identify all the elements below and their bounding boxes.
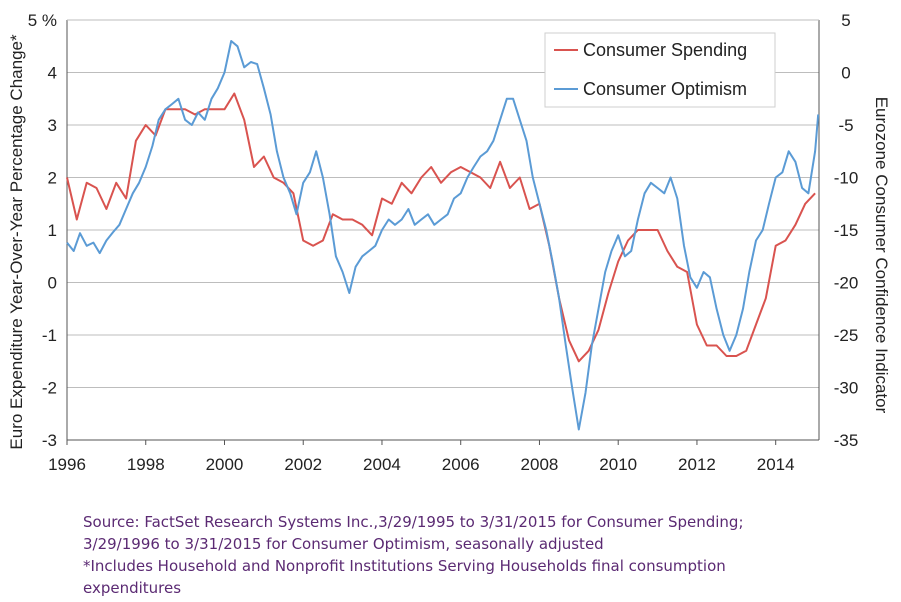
footnote-line-1: *Includes Household and Nonprofit Instit…	[83, 557, 726, 575]
x-tick-label: 2000	[206, 455, 244, 474]
x-tick-label: 2008	[521, 455, 559, 474]
right-tick-label: 5	[841, 11, 850, 30]
left-tick-label: -3	[42, 431, 57, 450]
left-tick-label: 0	[48, 274, 57, 293]
legend: Consumer Spending Consumer Optimism	[544, 32, 776, 108]
legend-label-consumer-optimism: Consumer Optimism	[583, 79, 747, 99]
right-axis-ticks: 5 0 -5 -10 -15 -20 -25 -30 -35	[834, 11, 859, 450]
right-tick-label: -30	[834, 379, 859, 398]
source-note-line-1: Source: FactSet Research Systems Inc.,3/…	[83, 513, 744, 531]
left-tick-label: 2	[48, 169, 57, 188]
left-axis-title: Euro Expenditure Year-Over-Year Percenta…	[7, 34, 26, 450]
gridlines	[67, 72, 819, 388]
right-tick-label: -35	[834, 431, 859, 450]
left-tick-label: 1	[48, 221, 57, 240]
legend-box	[544, 32, 776, 108]
source-note-line-2: 3/29/1996 to 3/31/2015 for Consumer Opti…	[83, 535, 604, 553]
series-lines	[66, 40, 820, 431]
footnotes: Source: FactSet Research Systems Inc.,3/…	[83, 511, 843, 599]
x-tick-label: 2004	[363, 455, 401, 474]
right-axis-title: Eurozone Consumer Confidence Indicator	[872, 97, 891, 414]
x-tick-label: 1996	[48, 455, 86, 474]
x-tick-label: 2002	[284, 455, 322, 474]
x-tick-label: 2006	[442, 455, 480, 474]
x-axis-ticks: 1996 1998 2000 2002 2004 2006 2008 2010 2012 2014	[48, 440, 795, 474]
chart-area: 5 % 4 3 2 1 0 -1 -2 -3 5 0 -5 -10 -15 -20 -25 -30 -35 19…	[7, 11, 891, 474]
right-tick-label: -10	[834, 169, 859, 188]
x-tick-label: 2014	[757, 455, 795, 474]
left-tick-label: -1	[42, 326, 57, 345]
legend-label-consumer-spending: Consumer Spending	[583, 40, 747, 60]
plot-frame	[66, 19, 820, 441]
right-tick-label: -5	[838, 116, 853, 135]
x-tick-label: 2010	[599, 455, 637, 474]
x-tick-label: 2012	[678, 455, 716, 474]
right-tick-label: -20	[834, 274, 859, 293]
right-tick-label: 0	[841, 64, 850, 83]
right-tick-label: -15	[834, 221, 859, 240]
series-line-consumer-spending	[66, 92, 816, 363]
left-axis-ticks: 5 % 4 3 2 1 0 -1 -2 -3	[28, 11, 57, 450]
left-tick-label: -2	[42, 379, 57, 398]
footnote-line-2: expenditures	[83, 579, 182, 597]
series-line-consumer-optimism	[66, 40, 820, 431]
left-tick-label: 4	[48, 64, 57, 83]
x-tick-label: 1998	[127, 455, 165, 474]
left-tick-label: 3	[48, 116, 57, 135]
left-tick-label: 5 %	[28, 11, 57, 30]
right-tick-label: -25	[834, 326, 859, 345]
